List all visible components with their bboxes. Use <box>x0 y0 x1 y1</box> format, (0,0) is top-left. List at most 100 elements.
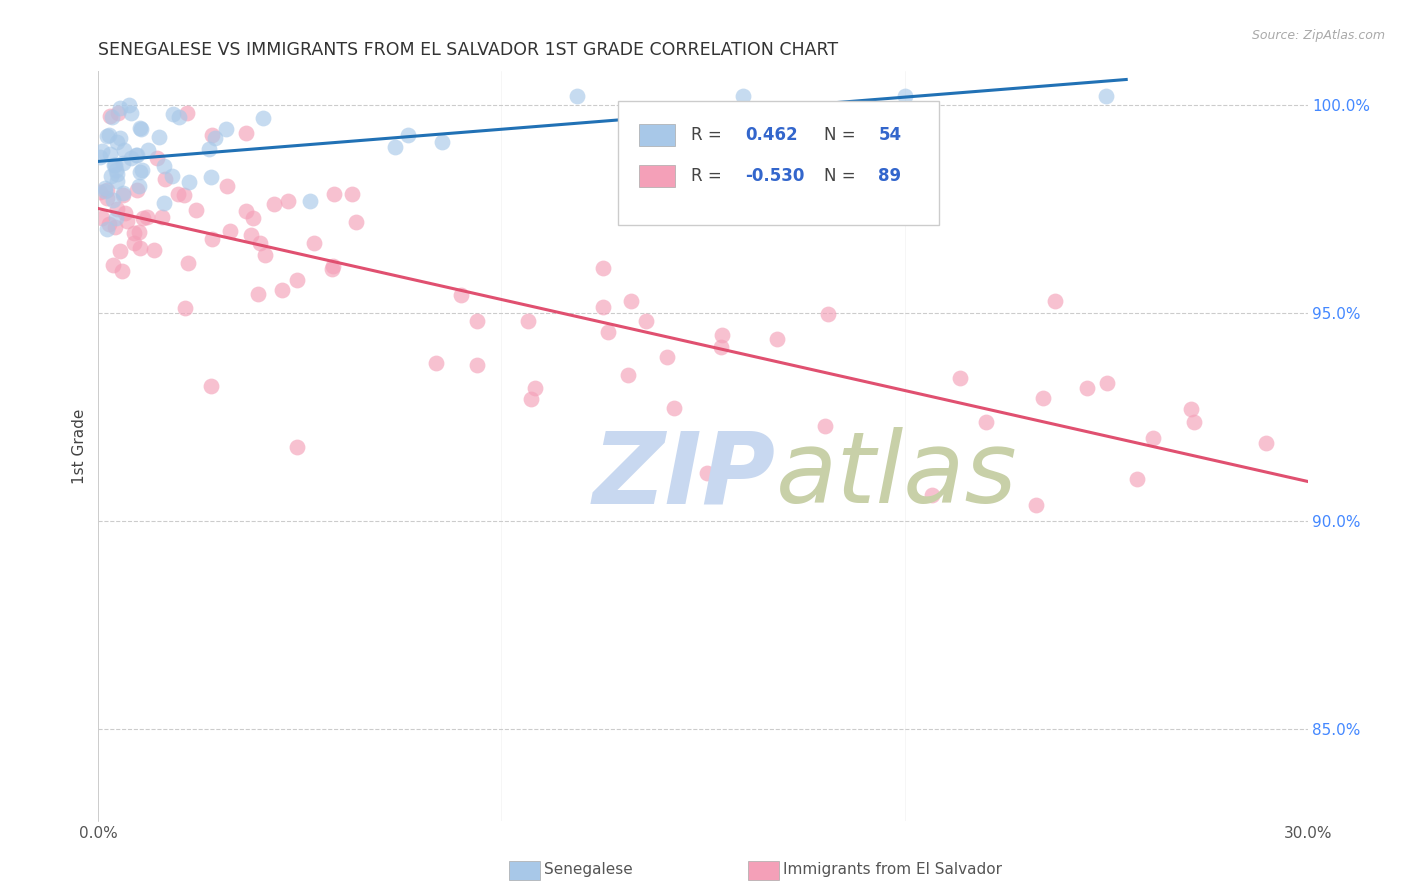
Point <box>118 98 141 112</box>
Point <box>465 314 488 328</box>
Point <box>104 158 127 172</box>
Point <box>1025 498 1047 512</box>
Point <box>893 89 915 103</box>
Point <box>100 169 122 183</box>
Point <box>90 144 112 158</box>
Point <box>128 165 150 179</box>
Point <box>396 128 419 142</box>
Point <box>128 178 150 193</box>
Point <box>696 466 718 480</box>
Point <box>1043 294 1066 309</box>
Point <box>285 273 308 287</box>
Point <box>153 159 176 173</box>
Point <box>105 135 128 149</box>
Point <box>252 112 274 126</box>
Point <box>111 264 134 278</box>
Point <box>766 332 789 346</box>
Point <box>96 222 118 236</box>
Point <box>129 120 152 135</box>
Point <box>240 227 263 242</box>
Point <box>103 158 125 172</box>
Text: -0.530: -0.530 <box>745 168 804 186</box>
Text: R =: R = <box>690 126 727 144</box>
Point <box>814 419 837 434</box>
Point <box>98 147 121 161</box>
Point <box>200 169 222 184</box>
Point <box>125 147 148 161</box>
Point <box>176 106 198 120</box>
FancyBboxPatch shape <box>619 102 939 225</box>
Point <box>132 211 155 226</box>
Text: atlas: atlas <box>776 427 1017 524</box>
Point <box>129 241 152 255</box>
Point <box>98 217 121 231</box>
Point <box>516 313 538 327</box>
Point <box>129 121 152 136</box>
Point <box>617 368 640 382</box>
Point <box>662 401 685 416</box>
Point <box>96 183 118 197</box>
Point <box>321 261 343 276</box>
Point <box>1256 436 1278 450</box>
Point <box>344 215 367 229</box>
Point <box>101 258 124 272</box>
Point <box>655 350 678 364</box>
Point <box>105 211 128 226</box>
Point <box>711 328 734 343</box>
Point <box>467 358 489 372</box>
Point <box>253 248 276 262</box>
Point <box>247 286 270 301</box>
Point <box>1076 381 1098 395</box>
Point <box>107 106 129 120</box>
Point <box>384 139 406 153</box>
Point <box>184 203 207 218</box>
Point <box>104 219 127 234</box>
Point <box>131 163 153 178</box>
Point <box>1182 415 1205 429</box>
Point <box>112 143 135 157</box>
Point <box>592 300 614 314</box>
Point <box>111 156 134 170</box>
Text: ZIP: ZIP <box>592 427 776 524</box>
Point <box>1032 391 1054 405</box>
Point <box>620 294 643 309</box>
Point <box>1126 472 1149 486</box>
Point <box>101 110 124 124</box>
Point <box>636 313 658 327</box>
Point <box>340 186 363 201</box>
Point <box>201 128 224 143</box>
Point <box>1095 89 1118 103</box>
Point <box>108 244 131 259</box>
FancyBboxPatch shape <box>638 165 675 187</box>
Text: 0.462: 0.462 <box>745 126 799 144</box>
Point <box>155 172 177 186</box>
Point <box>299 194 322 208</box>
Point <box>235 126 257 140</box>
Point <box>1142 431 1164 445</box>
Text: Source: ZipAtlas.com: Source: ZipAtlas.com <box>1251 29 1385 42</box>
Text: Senegalese: Senegalese <box>544 863 633 877</box>
Point <box>145 151 167 165</box>
Point <box>153 195 176 210</box>
Point <box>150 210 173 224</box>
Y-axis label: 1st Grade: 1st Grade <box>72 409 87 483</box>
Point <box>174 301 197 316</box>
Point <box>200 378 222 392</box>
Point <box>1095 376 1118 391</box>
Point <box>101 194 124 208</box>
Point <box>111 186 134 200</box>
Text: N =: N = <box>824 168 860 186</box>
Text: R =: R = <box>690 168 727 186</box>
Point <box>114 206 136 220</box>
Point <box>160 169 183 183</box>
Point <box>105 174 128 188</box>
Point <box>921 488 943 502</box>
Point <box>105 167 128 181</box>
Point <box>94 185 117 199</box>
Point <box>148 129 170 144</box>
Point <box>122 226 145 240</box>
Point <box>592 260 614 275</box>
Point <box>425 356 447 370</box>
Point <box>120 105 142 120</box>
Point <box>177 175 200 189</box>
